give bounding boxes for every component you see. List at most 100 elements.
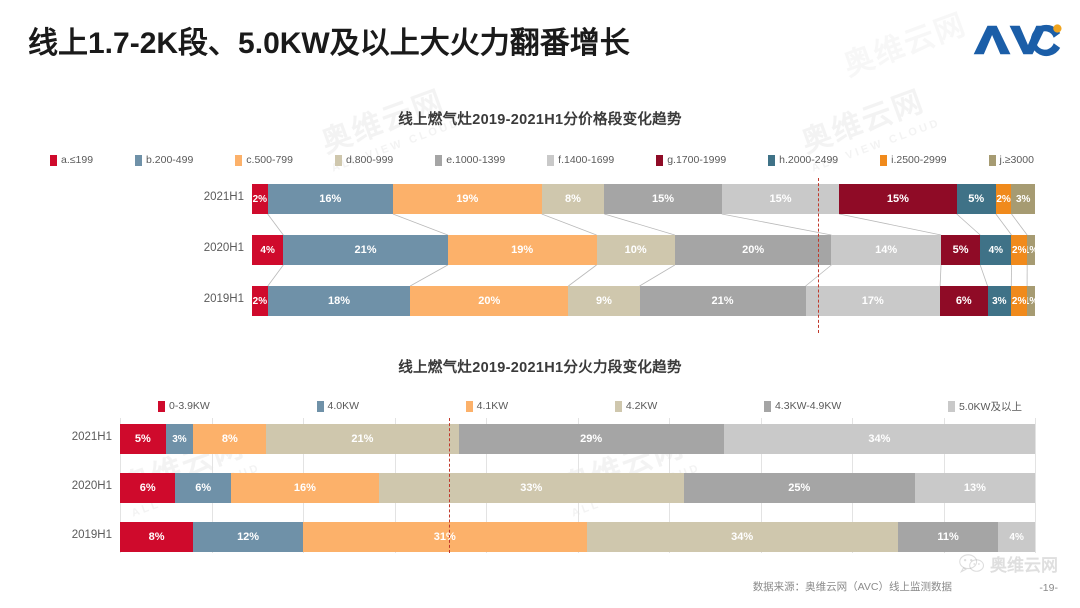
bar-segment[interactable]: 31% bbox=[302, 522, 587, 552]
legend-swatch-icon bbox=[947, 400, 955, 412]
legend-item[interactable]: 5.0KW及以上 bbox=[947, 399, 1022, 414]
bar-segment[interactable]: 1% bbox=[1027, 286, 1035, 316]
page-title: 线上1.7-2K段、5.0KW及以上大火力翻番增长 bbox=[28, 27, 630, 60]
bar-segment[interactable]: 20% bbox=[410, 286, 569, 316]
legend-item[interactable]: d.800-999 bbox=[334, 154, 394, 166]
legend-label: g.1700-1999 bbox=[667, 154, 727, 166]
bar-segment[interactable]: 8% bbox=[541, 184, 605, 214]
chart-firepower-trend: 线上燃气灶2019-2021H1分火力段变化趋势 0-3.9KW 4.0KW 4.1… bbox=[0, 348, 1080, 563]
bar-segment[interactable]: 21% bbox=[639, 286, 806, 316]
legend-swatch-icon bbox=[656, 154, 664, 166]
bar-segment[interactable]: 34% bbox=[723, 424, 1035, 454]
bar-segment[interactable]: 11% bbox=[897, 522, 999, 552]
bar-row: 5% 3% 8% 21% 29% 34% bbox=[120, 424, 1035, 454]
chart1-legend: a.≤199 b.200-499 c.500-799 d.800-999 e.1000-… bbox=[42, 152, 1042, 168]
legend-item[interactable]: c.500-799 bbox=[235, 154, 293, 166]
legend-swatch-icon bbox=[547, 154, 555, 166]
legend-item[interactable]: f.1400-1699 bbox=[547, 154, 614, 166]
legend-label: f.1400-1699 bbox=[558, 154, 615, 166]
bar-segment[interactable]: 4% bbox=[998, 522, 1035, 552]
bar-segment[interactable]: 15% bbox=[839, 184, 957, 214]
legend-swatch-icon bbox=[465, 400, 473, 412]
bar-segment[interactable]: 10% bbox=[596, 235, 675, 265]
legend-swatch-icon bbox=[158, 400, 165, 412]
bar-segment[interactable]: 6% bbox=[940, 286, 988, 316]
bar-segment[interactable]: 19% bbox=[392, 184, 542, 214]
bar-segment[interactable]: 6% bbox=[175, 473, 231, 503]
gridline bbox=[1035, 418, 1036, 553]
bar-segment[interactable]: 3% bbox=[987, 286, 1012, 316]
wechat-icon bbox=[959, 553, 985, 573]
bar-segment[interactable]: 14% bbox=[831, 235, 941, 265]
legend-item[interactable]: h.2000-2499 bbox=[768, 154, 838, 166]
bar-segment[interactable]: 17% bbox=[805, 286, 941, 316]
bar-segment[interactable]: 12% bbox=[193, 522, 303, 552]
legend-item[interactable]: j.≥3000 bbox=[988, 154, 1034, 166]
legend-item[interactable]: 4.0KW bbox=[316, 400, 359, 412]
bar-segment[interactable]: 19% bbox=[447, 235, 597, 265]
chart1-title: 线上燃气灶2019-2021H1分价格段变化趋势 bbox=[398, 112, 682, 128]
bar-segment[interactable]: 4% bbox=[980, 235, 1012, 265]
bar-segment[interactable]: 16% bbox=[267, 184, 393, 214]
bar-segment[interactable]: 5% bbox=[120, 424, 166, 454]
bar-segment[interactable]: 9% bbox=[568, 286, 640, 316]
bar-segment[interactable]: 2% bbox=[252, 286, 268, 316]
legend-label: 0-3.9KW bbox=[169, 400, 210, 412]
legend-swatch-icon bbox=[316, 400, 324, 412]
legend-label: a.≤199 bbox=[61, 154, 94, 166]
bar-segment[interactable]: 2% bbox=[1011, 235, 1028, 265]
bar-segment[interactable]: 34% bbox=[586, 522, 898, 552]
legend-item[interactable]: 0-3.9KW bbox=[158, 400, 210, 412]
legend-item[interactable]: i.2500-2999 bbox=[880, 154, 947, 166]
bar-segment[interactable]: 21% bbox=[283, 235, 448, 265]
threshold-dashed-line bbox=[818, 178, 820, 333]
chart2-plot: 2021H1 5% 3% 8% 21% 29% 34% 2020H1 6% 6% 16% 33% 25%… bbox=[0, 418, 1080, 553]
legend-item[interactable]: g.1700-1999 bbox=[656, 154, 726, 166]
legend-item[interactable]: b.200-499 bbox=[135, 154, 193, 166]
bar-row: 2%18%20%9%21%17%6%3%2%1% bbox=[252, 286, 1035, 316]
bar-row: 2% 16% 19% 8% 15% 15% 15% 5% 2% 3% bbox=[252, 184, 1035, 214]
bar-segment[interactable]: 13% bbox=[914, 473, 1035, 503]
legend-item[interactable]: 4.1KW bbox=[465, 400, 509, 412]
legend-label: 4.2KW bbox=[625, 400, 658, 412]
footer-page-number: -19- bbox=[1039, 582, 1058, 594]
legend-item[interactable]: 4.3KW-4.9KW bbox=[763, 400, 841, 412]
legend-label: c.500-799 bbox=[246, 154, 293, 166]
bar-segment[interactable]: 16% bbox=[230, 473, 379, 503]
bar-segment[interactable]: 29% bbox=[458, 424, 724, 454]
legend-swatch-icon bbox=[435, 154, 443, 166]
bar-segment[interactable]: 5% bbox=[941, 235, 981, 265]
legend-item[interactable]: e.1000-1399 bbox=[435, 154, 505, 166]
bar-row: 8% 12% 31% 34% 11% 4% bbox=[120, 522, 1035, 552]
legend-swatch-icon bbox=[988, 154, 996, 166]
bar-segment[interactable]: 18% bbox=[267, 286, 411, 316]
bar-segment[interactable]: 33% bbox=[378, 473, 684, 503]
row-label-2021H1: 2021H1 bbox=[203, 191, 244, 203]
bar-segment[interactable]: 3% bbox=[1011, 184, 1035, 214]
legend-label: 4.1KW bbox=[476, 400, 509, 412]
footer-source: 数据来源：奥维云网（AVC）线上监测数据 bbox=[752, 581, 952, 593]
bar-segment[interactable]: 2% bbox=[1011, 286, 1028, 316]
row-label-2020H1: 2020H1 bbox=[71, 480, 112, 492]
bar-segment[interactable]: 2% bbox=[995, 184, 1012, 214]
legend-item[interactable]: a.≤199 bbox=[50, 154, 93, 166]
bar-segment[interactable]: 8% bbox=[193, 424, 267, 454]
legend-item[interactable]: 4.2KW bbox=[614, 400, 658, 412]
bar-segment[interactable]: 2% bbox=[252, 184, 268, 214]
bar-segment[interactable]: 8% bbox=[120, 522, 194, 552]
bar-segment[interactable]: 6% bbox=[120, 473, 176, 503]
bar-segment[interactable]: 20% bbox=[674, 235, 832, 265]
bar-segment[interactable]: 15% bbox=[721, 184, 840, 214]
bar-segment[interactable]: 21% bbox=[266, 424, 459, 454]
bar-segment[interactable]: 1% bbox=[1027, 235, 1035, 265]
bar-segment[interactable]: 5% bbox=[956, 184, 996, 214]
bar-segment[interactable]: 4% bbox=[252, 235, 284, 265]
bar-segment[interactable]: 3% bbox=[165, 424, 194, 454]
legend-label: d.800-999 bbox=[345, 154, 394, 166]
bar-segment[interactable]: 15% bbox=[604, 184, 722, 214]
bar-segment[interactable]: 25% bbox=[683, 473, 915, 503]
legend-label: e.1000-1399 bbox=[446, 154, 506, 166]
slide-header: 线上1.7-2K段、5.0KW及以上大火力翻番增长 bbox=[0, 0, 1080, 80]
legend-swatch-icon bbox=[768, 154, 776, 166]
chart1-plot: 2021H1 2% 16% 19% 8% 15% 15% 15% 5% 2% 3% 2020H1 4% 2… bbox=[0, 178, 1080, 333]
